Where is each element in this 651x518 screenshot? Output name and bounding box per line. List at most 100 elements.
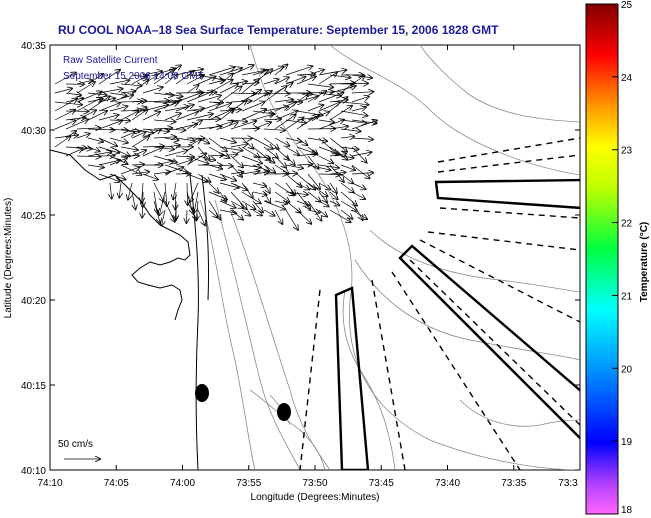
current-vector	[219, 165, 233, 166]
current-vector	[76, 134, 90, 139]
radar-boxes	[334, 178, 580, 470]
current-vector	[197, 95, 221, 103]
current-vector	[307, 182, 328, 196]
colorbar-label: Temperature (°C)	[639, 222, 650, 303]
lon-tick-label: 74:00	[170, 478, 195, 489]
scale-label: 50 cm/s	[58, 439, 93, 450]
current-vector	[340, 200, 357, 211]
y-axis-label: Latitude (Degrees:Minutes)	[3, 198, 14, 319]
current-vector	[274, 146, 289, 160]
current-vector	[274, 137, 289, 146]
lat-tick-label: 40:25	[21, 211, 46, 222]
current-vector	[241, 191, 261, 203]
current-vector	[120, 129, 139, 132]
current-vector	[230, 209, 243, 220]
current-vector	[263, 79, 279, 85]
current-vector	[175, 105, 194, 112]
current-vector	[296, 182, 309, 190]
current-vector	[252, 172, 269, 174]
current-vector	[54, 110, 75, 121]
current-vector	[307, 83, 333, 87]
colorbar-tick-label: 22	[621, 219, 633, 230]
current-vector	[219, 68, 242, 76]
current-vector	[230, 172, 243, 174]
current-vector	[296, 77, 316, 85]
current-vector	[219, 74, 233, 85]
current-vector	[263, 182, 270, 193]
current-vector	[120, 132, 135, 139]
current-vector	[175, 209, 176, 221]
current-vector	[131, 136, 149, 148]
current-vector	[252, 192, 267, 195]
current-vector	[208, 137, 227, 152]
current-vector	[307, 70, 324, 76]
current-vector	[329, 137, 347, 152]
current-vector	[76, 156, 100, 157]
current-vector	[351, 200, 363, 220]
current-vector	[241, 182, 253, 198]
current-vector	[340, 129, 361, 131]
lon-tick-label: 74:05	[104, 478, 129, 489]
current-vector	[351, 120, 377, 130]
current-vector	[230, 144, 248, 147]
current-vector	[208, 121, 233, 130]
current-vector	[131, 80, 148, 94]
current-vector	[307, 191, 321, 202]
current-vector	[175, 71, 194, 85]
current-vector	[153, 120, 175, 122]
current-vector	[208, 173, 226, 180]
current-vector	[252, 137, 273, 149]
current-vector	[285, 209, 298, 230]
current-vector	[263, 191, 270, 203]
current-vector	[351, 107, 366, 111]
current-vector	[142, 101, 169, 102]
current-vector	[296, 137, 307, 145]
colorbar-tick-label: 25	[621, 0, 633, 11]
longitude-ticks: 74:10 74:05 74:00 73:55 73:50 73:45 73:40 73:35…	[37, 45, 581, 489]
current-vector	[329, 172, 346, 174]
current-vector	[164, 74, 177, 85]
current-vector	[164, 138, 178, 140]
current-vector	[263, 209, 275, 216]
current-vector	[131, 164, 144, 165]
colorbar	[585, 3, 619, 515]
current-vector	[109, 158, 127, 166]
current-vector	[153, 93, 174, 95]
colorbar-tick-label: 23	[621, 146, 633, 157]
current-vector	[285, 192, 308, 195]
current-vector	[307, 91, 326, 103]
current-vectors	[54, 65, 377, 230]
current-vector	[263, 107, 288, 112]
current-vector	[186, 120, 202, 130]
current-vector	[296, 173, 315, 190]
current-vector	[165, 182, 167, 206]
current-vector	[76, 82, 95, 94]
current-vector	[274, 111, 297, 121]
current-vector	[98, 173, 120, 182]
current-vector	[109, 95, 133, 103]
lon-tick-label: 73:45	[369, 478, 394, 489]
current-vector	[98, 103, 120, 112]
current-vector	[318, 137, 337, 154]
current-vector	[318, 93, 343, 103]
current-vector	[351, 92, 373, 93]
bathymetry-contours	[199, 45, 580, 470]
current-vector	[208, 67, 235, 76]
current-vector	[296, 164, 312, 165]
lon-tick-label: 73:35	[501, 478, 526, 489]
current-vector	[142, 200, 143, 218]
current-vector	[219, 146, 243, 151]
current-vector	[162, 209, 166, 226]
current-vector	[318, 146, 340, 155]
current-vector	[164, 167, 183, 175]
current-vector	[87, 152, 111, 157]
current-vector	[274, 65, 287, 76]
current-vector	[76, 98, 102, 112]
lon-tick-label: 73:55	[236, 478, 261, 489]
current-vector	[197, 173, 210, 182]
current-vector	[153, 200, 160, 223]
current-vector	[307, 105, 323, 112]
figure-title: RU COOL NOAA–18 Sea Surface Temperature:…	[58, 23, 499, 37]
colorbar-tick-label: 24	[621, 73, 633, 84]
